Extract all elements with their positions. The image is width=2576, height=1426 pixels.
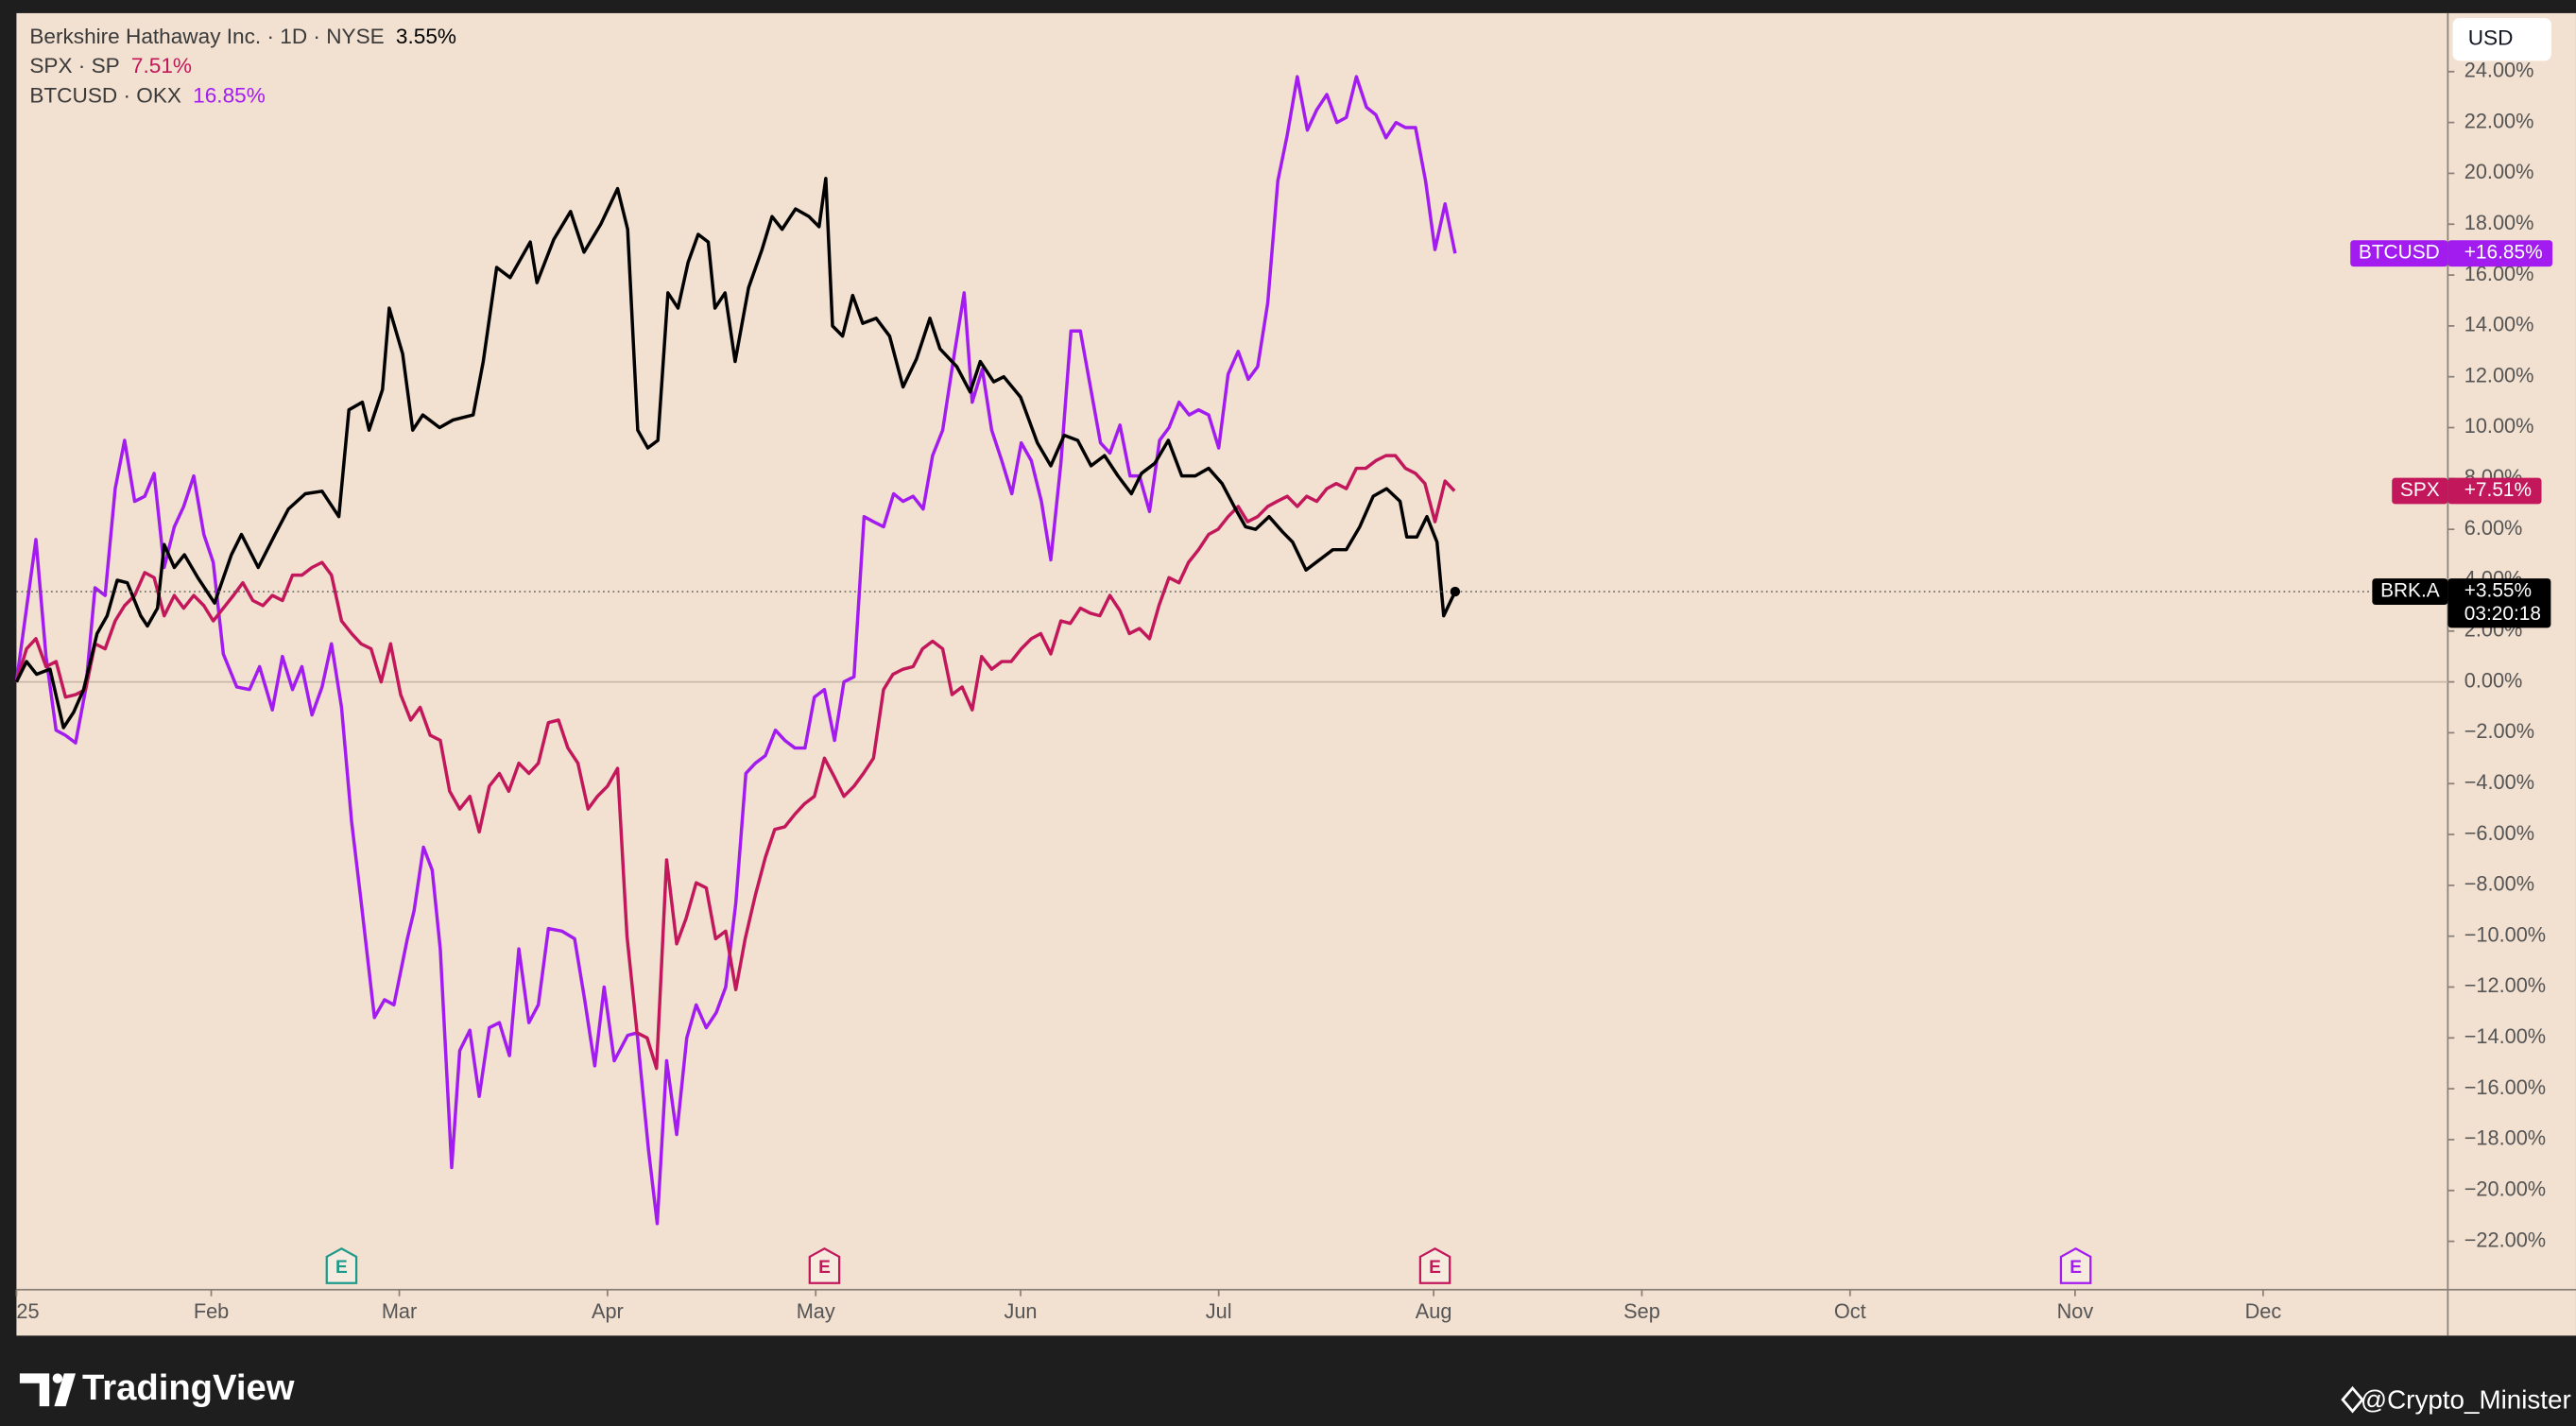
series-line [14,177,1457,730]
y-tick-label: −10.00% [2464,922,2546,946]
y-tick-label: −22.00% [2464,1228,2546,1251]
tag-value: +3.55% [2464,580,2532,602]
event-label: E [2069,1258,2082,1278]
watermark: @Crypto_Minister [2341,1384,2571,1414]
y-tick-label: 18.00% [2464,211,2534,234]
event-marker [2059,1246,2092,1284]
legend-value: 16.85% [193,84,266,108]
button-background[interactable] [2452,18,2551,61]
logo-text: TradingView [82,1367,295,1408]
tag-value-box [2447,240,2553,267]
y-tick-label: −14.00% [2464,1024,2546,1048]
price-tag: BRK.A +3.55%03:20:18 [2372,578,2551,628]
tag-name: BRK.A [2380,580,2440,602]
y-tick-label: −4.00% [2464,770,2534,794]
y-tick-label: 6.00% [2464,516,2523,540]
tag-value-box [2447,477,2542,505]
y-tick-label: 10.00% [2464,414,2534,438]
x-tick-label: Jun [1004,1299,1037,1323]
tag-countdown: 03:20:18 [2464,603,2541,625]
tag-name-box [2372,578,2448,605]
y-tick-label: −6.00% [2464,821,2534,845]
legend-name: BTCUSD · OKX [29,84,181,108]
currency-button[interactable]: USD [2452,18,2551,61]
x-tick-label: May [797,1299,835,1323]
x-tick-label: 25 [16,1299,39,1323]
event-marker [325,1246,358,1284]
watermark-icon [2341,1385,2364,1414]
x-tick-label: Dec [2245,1299,2282,1323]
last-point [1450,586,1461,597]
tag-name-box [2392,477,2448,505]
y-tick-label: 22.00% [2464,109,2534,132]
y-tick-label: −8.00% [2464,872,2534,896]
y-tick-label: 20.00% [2464,160,2534,183]
x-tick-label: Mar [382,1299,417,1323]
legend-value: 3.55% [396,25,456,48]
watermark-text: @Crypto_Minister [2361,1384,2571,1414]
y-tick-label: −2.00% [2464,719,2534,743]
button-label[interactable]: USD [2468,26,2514,50]
event-marker [1418,1246,1451,1284]
x-tick-label: Apr [592,1299,624,1323]
y-tick-label: 24.00% [2464,59,2534,82]
tag-name: SPX [2400,479,2440,501]
x-tick-label: Aug [1416,1299,1452,1323]
y-tick-label: −18.00% [2464,1126,2546,1150]
event-label: E [335,1258,348,1278]
legend-value: 7.51% [131,54,192,77]
y-tick-label: −16.00% [2464,1075,2546,1099]
logo: TradingView [19,1367,295,1408]
x-tick-label: Nov [2057,1299,2094,1323]
price-tag: SPX +7.51% [2392,477,2542,505]
y-tick-label: −12.00% [2464,973,2546,997]
series-line [14,75,1457,1226]
tag-value: +7.51% [2464,479,2532,501]
tag-name: BTCUSD [2359,242,2440,264]
x-tick-label: Oct [1834,1299,1866,1323]
logo-mark [19,1373,50,1407]
x-tick-label: Sep [1623,1299,1660,1323]
tag-value: +16.85% [2464,242,2543,264]
price-tag: BTCUSD +16.85% [2350,240,2553,267]
tag-name-box [2350,240,2448,267]
x-tick-label: Jul [1206,1299,1232,1323]
x-tick-label: Feb [194,1299,229,1323]
logo-mark [54,1373,77,1407]
chart-background [16,12,2576,1336]
y-tick-label: 0.00% [2464,668,2523,692]
tag-value-box [2447,578,2551,628]
event-marker [808,1246,841,1284]
event-label: E [1429,1258,1441,1278]
legend-name: Berkshire Hathaway Inc. · 1D · NYSE [29,25,384,48]
logo-mark [52,1373,63,1383]
legend-name: SPX · SP [29,54,119,77]
series-line [14,454,1456,1071]
y-tick-label: −20.00% [2464,1177,2546,1200]
event-label: E [818,1258,831,1278]
y-tick-label: 14.00% [2464,313,2534,336]
y-tick-label: 12.00% [2464,363,2534,387]
